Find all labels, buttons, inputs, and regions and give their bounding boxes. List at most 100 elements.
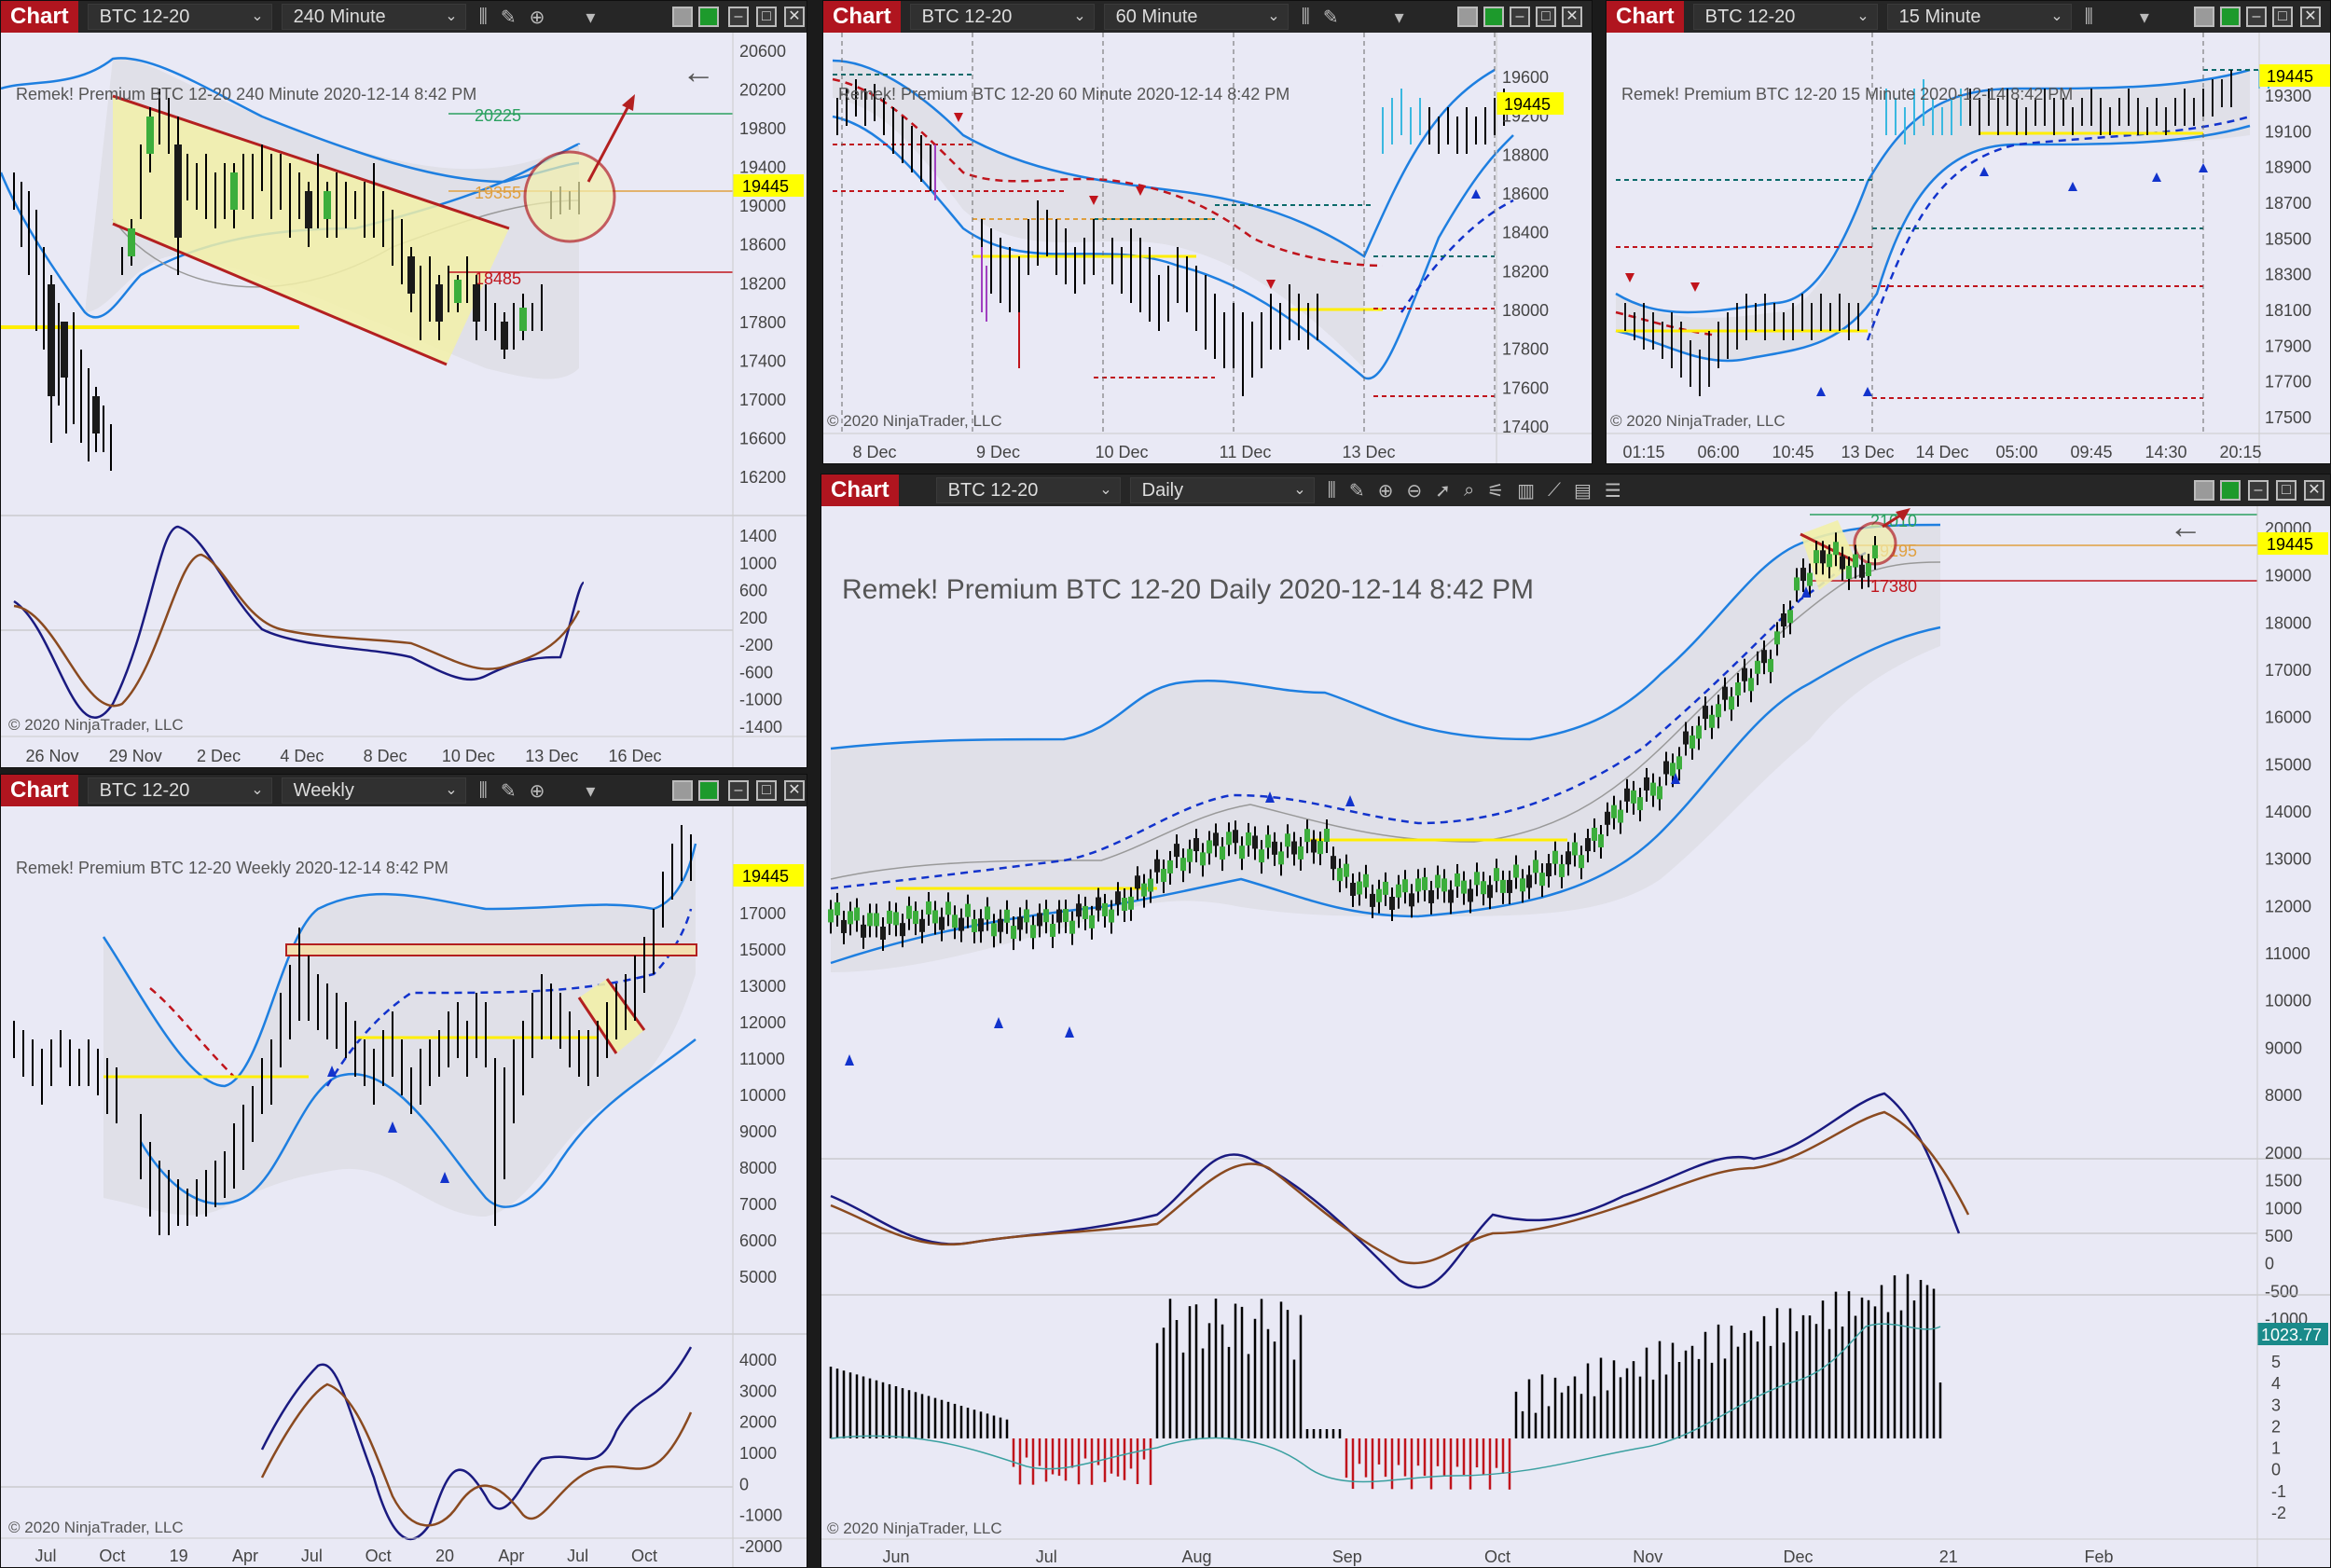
chart-menu-button[interactable]: Chart <box>823 1 901 33</box>
candle-body <box>874 913 879 927</box>
maximize-button[interactable]: □ <box>756 780 777 801</box>
window-color-green-button[interactable] <box>2220 480 2241 501</box>
time-tick-label: Dec <box>1783 1547 1813 1566</box>
drawing-tool-icon[interactable]: ✎ <box>1322 7 1339 28</box>
candle-body <box>1024 909 1029 923</box>
minimize-button[interactable]: – <box>2246 7 2267 27</box>
chart-window-15min: Chart BTC 12-20 ⌄ 15 Minute ⌄ ⫼ ▾ – □ ✕ <box>1606 0 2331 464</box>
chart-canvas-weekly[interactable]: Remek! Premium BTC 12-20 Weekly 2020-12-… <box>1 806 807 1568</box>
window-color-gray-button[interactable] <box>672 780 693 801</box>
instrument-selector[interactable]: BTC 12-20 ⌄ <box>909 4 1095 30</box>
candle-body <box>1409 893 1414 907</box>
toolbar-more-icon[interactable]: ▾ <box>2139 7 2149 28</box>
axis-tick-label: 18100 <box>2265 301 2311 320</box>
last-price-tag: 19445 <box>2267 535 2313 554</box>
chart-canvas-240min[interactable]: 20225 19355 18485 ← Remek! Premium BTC 1… <box>1 33 807 768</box>
chart-menu-button[interactable]: Chart <box>1 775 78 806</box>
window-color-green-button[interactable] <box>698 780 719 801</box>
bar-type-icon[interactable]: ⫼ <box>1301 6 1310 27</box>
close-button[interactable]: ✕ <box>784 7 805 27</box>
drawing-tool-icon[interactable]: ✎ <box>500 7 517 28</box>
axis-tick-label: 3000 <box>739 1382 777 1400</box>
bar-type-icon[interactable]: ⫼ <box>2084 6 2093 27</box>
interval-selector[interactable]: Weekly ⌄ <box>281 777 466 804</box>
interval-selector[interactable]: 240 Minute ⌄ <box>281 4 466 30</box>
interval-selector[interactable]: Daily ⌄ <box>1129 477 1315 503</box>
templates-icon[interactable]: ▤ <box>1573 480 1592 502</box>
maximize-button[interactable]: □ <box>756 7 777 27</box>
bar-type-icon[interactable]: ⫼ <box>1327 479 1336 501</box>
instrument-selector[interactable]: BTC 12-20 ⌄ <box>935 477 1121 503</box>
window-color-gray-button[interactable] <box>2194 480 2214 501</box>
candle-body <box>1207 840 1212 854</box>
chart-canvas-daily[interactable]: 21010 19195 17380 ← Remek! Premium BTC 1… <box>821 506 2331 1568</box>
window-color-gray-button[interactable] <box>1457 7 1478 27</box>
maximize-button[interactable]: □ <box>2276 480 2297 501</box>
toolbar-more-icon[interactable]: ▾ <box>1394 7 1404 28</box>
candle-body <box>1709 714 1715 728</box>
time-tick-label: Apr <box>498 1547 524 1565</box>
window-color-gray-button[interactable] <box>2194 7 2214 27</box>
candle-body <box>1239 846 1245 860</box>
zoom-in-icon[interactable]: ⊕ <box>1377 480 1394 502</box>
drawing-tool-icon[interactable]: ✎ <box>1348 480 1365 502</box>
axis-tick-label: 9000 <box>739 1122 777 1141</box>
minimize-button[interactable]: – <box>1510 7 1530 27</box>
window-color-green-button[interactable] <box>698 7 719 27</box>
toolbar-more-icon[interactable]: ▾ <box>586 780 596 802</box>
data-box-icon[interactable]: ⌕ <box>1463 479 1475 501</box>
minimize-button[interactable]: – <box>2248 480 2269 501</box>
minimize-button[interactable]: – <box>728 780 749 801</box>
bar-type-icon[interactable]: ⫼ <box>478 779 488 801</box>
instrument-selector[interactable]: BTC 12-20 ⌄ <box>87 4 272 30</box>
candle-body <box>1650 782 1656 796</box>
zoom-icon[interactable]: ⊕ <box>529 7 545 28</box>
window-color-green-button[interactable] <box>1483 7 1504 27</box>
close-button[interactable]: ✕ <box>1562 7 1582 27</box>
list-icon[interactable]: ☰ <box>1604 480 1621 502</box>
candle-body <box>1083 905 1088 919</box>
interval-selector[interactable]: 15 Minute ⌄ <box>1886 4 2072 30</box>
back-arrow-icon[interactable]: ← <box>2169 507 2202 545</box>
axis-tick-label: -200 <box>739 636 773 654</box>
close-button[interactable]: ✕ <box>784 780 805 801</box>
toolbar-more-icon[interactable]: ▾ <box>586 7 596 28</box>
candle-body <box>1396 884 1401 898</box>
candle-body <box>1487 885 1493 899</box>
instrument-selector[interactable]: BTC 12-20 ⌄ <box>87 777 272 804</box>
back-arrow-icon[interactable]: ← <box>682 52 715 90</box>
zoom-icon[interactable]: ⊕ <box>529 780 545 802</box>
instrument-selector[interactable]: BTC 12-20 ⌄ <box>1692 4 1878 30</box>
candle-body <box>1102 902 1108 916</box>
drawing-tool-icon[interactable]: ✎ <box>500 780 517 802</box>
bar-type-icon[interactable]: ⫼ <box>478 6 488 27</box>
window-color-green-button[interactable] <box>2220 7 2241 27</box>
close-button[interactable]: ✕ <box>2304 480 2324 501</box>
close-button[interactable]: ✕ <box>2300 7 2321 27</box>
chart-window-240min: Chart BTC 12-20 ⌄ 240 Minute ⌄ ⫼ ✎ ⊕ ▾ – □… <box>0 0 807 768</box>
chart-canvas-15min[interactable]: Remek! Premium BTC 12-20 15 Minute 2020-… <box>1607 33 2331 464</box>
pointer-icon[interactable]: ➚ <box>1435 480 1451 502</box>
strategies-icon[interactable]: ⟋ <box>1547 479 1561 501</box>
axis-tick-label: 17500 <box>2265 408 2311 427</box>
candle-body <box>1435 874 1441 888</box>
chevron-down-icon: ⌄ <box>1267 8 1280 24</box>
properties-icon[interactable]: ⚟ <box>1487 480 1505 502</box>
candle-body <box>1690 735 1695 749</box>
candle-body <box>1761 650 1767 664</box>
candle-body <box>1370 893 1375 907</box>
copyright: © 2020 NinjaTrader, LLC <box>827 1520 1002 1537</box>
maximize-button[interactable]: □ <box>2272 7 2293 27</box>
chart-menu-button[interactable]: Chart <box>1607 1 1684 33</box>
maximize-button[interactable]: □ <box>1536 7 1556 27</box>
chart-menu-button[interactable]: Chart <box>1 1 78 33</box>
window-color-gray-button[interactable] <box>672 7 693 27</box>
chart-menu-button[interactable]: Chart <box>821 475 899 506</box>
interval-selector[interactable]: 60 Minute ⌄ <box>1103 4 1289 30</box>
indicators-icon[interactable]: ▥ <box>1517 480 1535 502</box>
chart-canvas-60min[interactable]: Remek! Premium BTC 12-20 60 Minute 2020-… <box>823 33 1593 464</box>
time-tick-label: 06:00 <box>1697 443 1739 461</box>
daily-candles <box>828 532 1878 951</box>
minimize-button[interactable]: – <box>728 7 749 27</box>
zoom-out-icon[interactable]: ⊖ <box>1406 480 1423 502</box>
